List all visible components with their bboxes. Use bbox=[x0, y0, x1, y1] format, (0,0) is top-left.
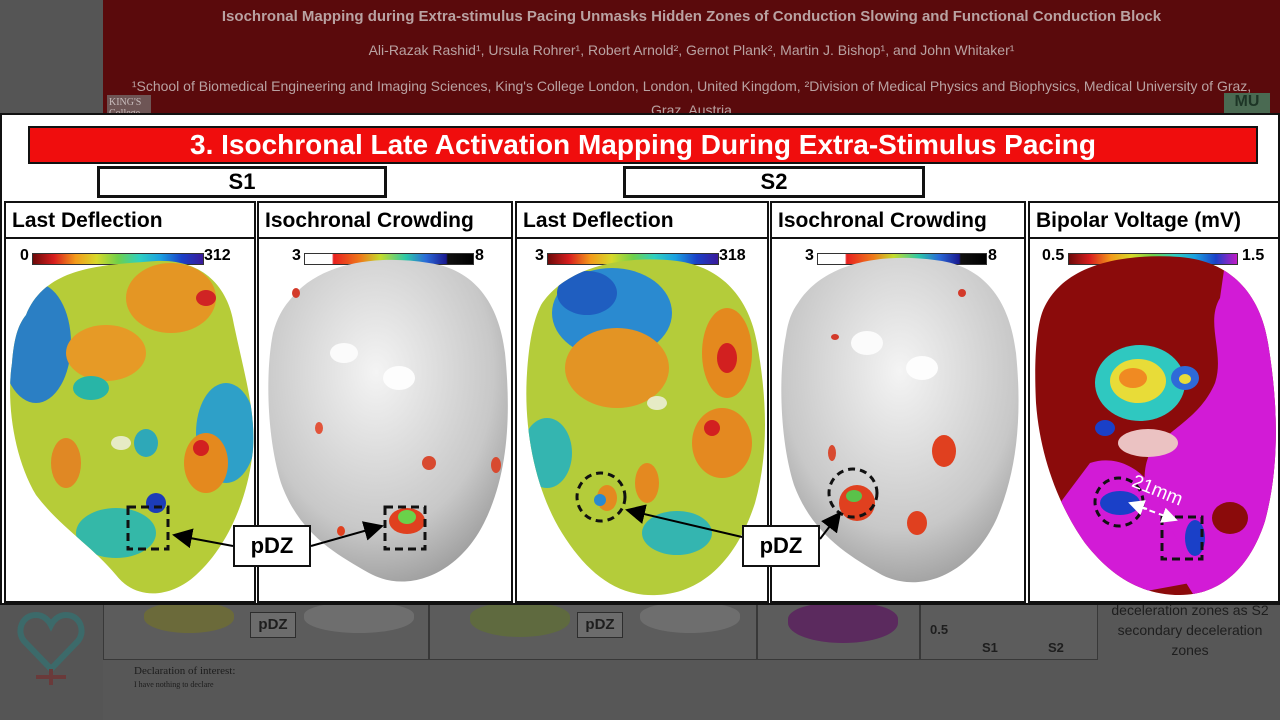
panel-title: Isochronal Crowding bbox=[259, 203, 511, 239]
section-banner: 3. Isochronal Late Activation Mapping Du… bbox=[28, 126, 1258, 164]
poster-axis-s2: S2 bbox=[1048, 640, 1064, 655]
poster-axis-s1: S1 bbox=[982, 640, 998, 655]
poster-axis-value: 0.5 bbox=[930, 622, 949, 637]
poster-authors: Ali-Razak Rashid¹, Ursula Rohrer¹, Rober… bbox=[368, 42, 1015, 58]
colorbar-max: 8 bbox=[988, 247, 997, 264]
heart-map-activation bbox=[10, 260, 254, 594]
panel-title: Last Deflection bbox=[6, 203, 254, 239]
poster-header: Isochronal Mapping during Extra-stimulus… bbox=[103, 0, 1280, 118]
heart-map-activation bbox=[526, 259, 765, 596]
poster-pdz-label: pDZ bbox=[250, 612, 296, 638]
panel-title: Isochronal Crowding bbox=[772, 203, 1024, 239]
heart-logo-icon bbox=[17, 611, 85, 685]
panel-title: Last Deflection bbox=[517, 203, 767, 239]
colorbar-max: 1.5 bbox=[1242, 247, 1265, 264]
s1-header: S1 bbox=[97, 166, 387, 198]
pdz-label: pDZ bbox=[742, 525, 820, 567]
declaration-text: I have nothing to declare bbox=[134, 680, 214, 689]
panel-s1-last-deflection: Last Deflection 0 312 bbox=[4, 201, 256, 603]
declaration-title: Declaration of interest: bbox=[134, 665, 236, 677]
colorbar-max: 312 bbox=[204, 247, 231, 264]
colorbar-min: 3 bbox=[292, 247, 301, 264]
kings-college-logo: KING'S College bbox=[107, 95, 151, 119]
colorbar-max: 8 bbox=[475, 247, 484, 264]
poster-bottom-panel bbox=[757, 603, 920, 660]
panel-s2-last-deflection: Last Deflection 3 318 bbox=[515, 201, 769, 603]
mu-logo: MU bbox=[1224, 93, 1270, 115]
poster-side-text: deceleration zones as S2 secondary decel… bbox=[1111, 602, 1269, 658]
heart-map-voltage bbox=[1035, 256, 1276, 595]
panel-bipolar-voltage: Bipolar Voltage (mV) 0.5 1.5 bbox=[1028, 201, 1280, 603]
colorbar-min: 0.5 bbox=[1042, 247, 1065, 264]
slide-overlay: 3. Isochronal Late Activation Mapping Du… bbox=[0, 113, 1280, 605]
colorbar-min: 3 bbox=[535, 247, 544, 264]
s2-header: S2 bbox=[623, 166, 925, 198]
poster-bottom-chart bbox=[920, 604, 1098, 660]
colorbar-max: 318 bbox=[719, 247, 746, 264]
poster-pdz-label: pDZ bbox=[577, 612, 623, 638]
colorbar-min: 3 bbox=[805, 247, 814, 264]
pdz-label: pDZ bbox=[233, 525, 311, 567]
poster-title: Isochronal Mapping during Extra-stimulus… bbox=[221, 8, 1162, 25]
panel-title: Bipolar Voltage (mV) bbox=[1030, 203, 1278, 239]
colorbar-min: 0 bbox=[20, 247, 29, 264]
